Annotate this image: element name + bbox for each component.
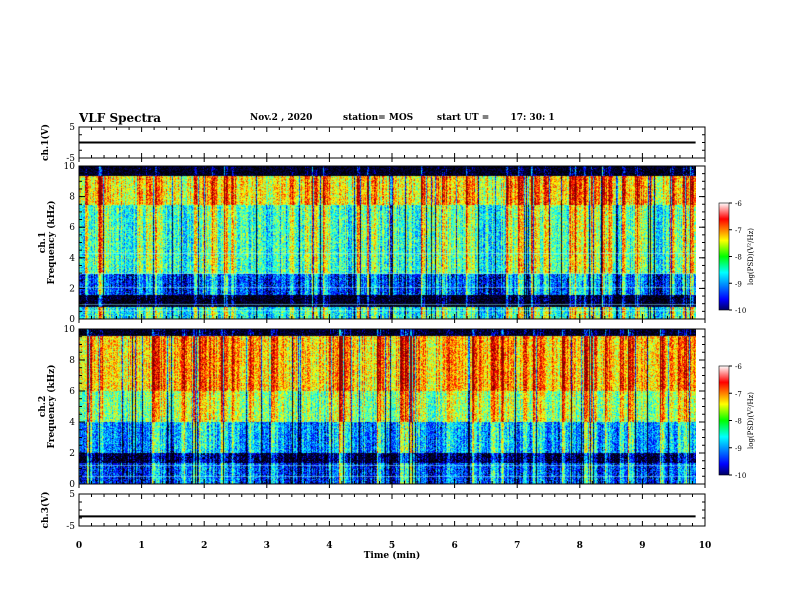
- start-ut-text: start UT =: [437, 113, 490, 123]
- x-tick-label: 2: [201, 541, 207, 551]
- x-ticks: [78, 127, 706, 158]
- x-tick-label: 0: [76, 541, 82, 551]
- colorbar-ch2: [718, 365, 730, 476]
- spectrogram-ch2: [79, 329, 696, 484]
- y-tick-label: 2: [69, 449, 75, 459]
- x-ticks: [78, 329, 706, 484]
- colorbar-tick-label: -10: [735, 472, 746, 480]
- y-tick-label: 5: [69, 490, 75, 500]
- chart-title: VLF Spectra: [79, 111, 162, 125]
- y-axis-label: Frequency (kHz): [46, 364, 57, 448]
- x-tick-label: 6: [451, 541, 457, 551]
- x-axis-label: Time (min): [364, 550, 421, 561]
- start-time-value: 17: 30: 1: [510, 113, 555, 123]
- colorbar-tick-label: -7: [735, 227, 742, 235]
- colorbar-tick-label: -8: [735, 418, 742, 426]
- y-tick-label: 10: [64, 162, 76, 172]
- spectrogram-ch1: [79, 166, 696, 319]
- y-tick-label: 4: [69, 254, 75, 264]
- y-tick-label: 10: [64, 325, 76, 335]
- y-tick-label: 0: [69, 480, 75, 490]
- x-tick-label: 5: [389, 541, 395, 551]
- colorbar-tick-label: -9: [735, 445, 742, 453]
- y-tick-label: 6: [69, 223, 75, 233]
- y-tick-label: 0: [69, 315, 75, 325]
- y-axis-label: Frequency (kHz): [46, 200, 57, 284]
- y-tick-label: 8: [69, 356, 75, 366]
- colorbar-tick-label: -8: [735, 254, 742, 262]
- start-time-label: start UT = 17: 30: 1: [437, 113, 555, 123]
- y-tick-label: 5: [69, 123, 75, 133]
- x-tick-label: 9: [639, 541, 645, 551]
- date-label: Nov.2 , 2020: [250, 113, 313, 123]
- colorbar-label: log(PSD)(V²/Hz): [747, 392, 755, 449]
- y-axis-label: ch.3(V): [40, 492, 51, 529]
- x-tick-label: 7: [514, 541, 520, 551]
- station-label: station= MOS: [343, 113, 414, 123]
- colorbar-tick-label: -10: [735, 307, 746, 315]
- x-tick-label: 8: [577, 541, 583, 551]
- colorbar-tick-label: -9: [735, 280, 742, 288]
- colorbar-label: log(PSD)(V²/Hz): [747, 228, 755, 285]
- x-tick-label: 3: [264, 541, 270, 551]
- colorbar-ch1: [718, 202, 730, 311]
- y-label-panel-3: ch.2 Frequency (kHz): [38, 364, 57, 448]
- y-tick-label: 8: [69, 193, 75, 203]
- x-ticks: [78, 494, 706, 526]
- y-label-panel-4: ch.3(V): [40, 492, 51, 529]
- y-axis-label: ch.1: [38, 232, 48, 253]
- y-tick-label: -5: [66, 154, 75, 164]
- y-axis-label: ch.1(V): [40, 124, 51, 161]
- y-axis-label: ch.2: [38, 396, 48, 417]
- x-ticks: [78, 166, 706, 319]
- colorbar-tick-label: -7: [735, 390, 742, 398]
- x-tick-label: 10: [699, 541, 712, 551]
- colorbar-tick-label: -6: [735, 363, 742, 371]
- x-tick-label: 4: [326, 541, 332, 551]
- y-tick-label: -5: [66, 522, 75, 532]
- y-label-panel-2: ch.1 Frequency (kHz): [38, 200, 57, 284]
- x-tick-label: 1: [138, 541, 144, 551]
- colorbar-tick-label: -6: [735, 200, 742, 208]
- y-tick-label: 4: [69, 418, 75, 428]
- y-tick-label: 6: [69, 387, 75, 397]
- y-tick-label: 2: [69, 284, 75, 294]
- y-label-panel-1: ch.1(V): [40, 124, 51, 161]
